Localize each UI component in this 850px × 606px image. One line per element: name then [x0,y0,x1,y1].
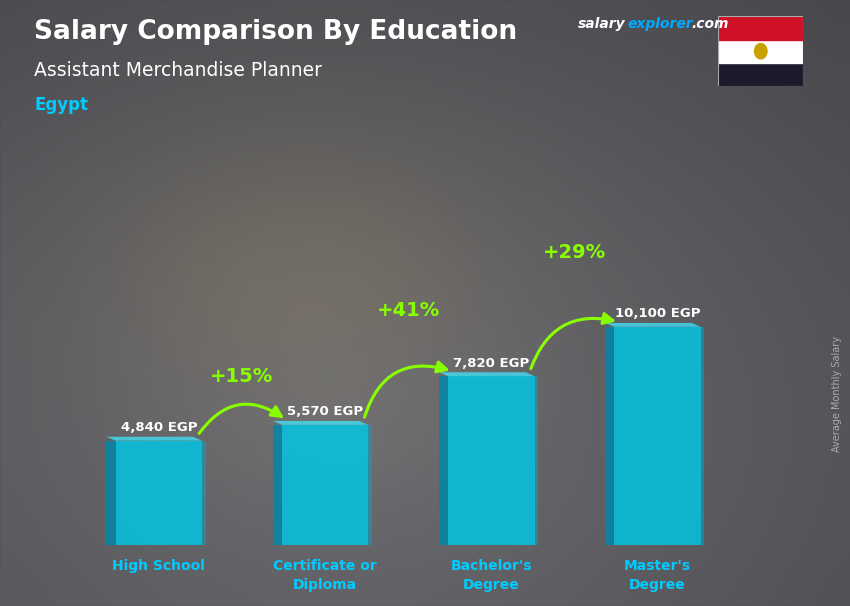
Text: Salary Comparison By Education: Salary Comparison By Education [34,19,517,45]
Text: 10,100 EGP: 10,100 EGP [615,307,700,321]
Polygon shape [273,421,368,425]
Polygon shape [439,372,535,376]
Bar [116,441,202,545]
Bar [718,16,803,39]
Bar [273,425,282,545]
Bar [700,327,705,545]
Circle shape [755,44,767,59]
Text: explorer: explorer [627,17,693,31]
Text: .com: .com [691,17,728,31]
Bar [615,327,700,545]
Text: 5,570 EGP: 5,570 EGP [287,405,363,418]
Bar [282,425,368,545]
Text: salary: salary [578,17,626,31]
Bar [368,425,372,545]
Bar [718,63,803,86]
Bar [718,39,803,63]
Bar [106,441,116,545]
Text: Egypt: Egypt [34,96,88,114]
Polygon shape [605,323,700,327]
Text: Assistant Merchandise Planner: Assistant Merchandise Planner [34,61,322,79]
Text: Average Monthly Salary: Average Monthly Salary [832,336,842,452]
Bar [439,376,448,545]
Text: +29%: +29% [543,243,606,262]
Bar [535,376,538,545]
Bar [448,376,535,545]
Text: 7,820 EGP: 7,820 EGP [453,357,530,370]
Text: 4,840 EGP: 4,840 EGP [121,421,197,434]
Bar [605,327,615,545]
Polygon shape [106,437,202,441]
Text: +15%: +15% [210,367,274,386]
Bar [202,441,206,545]
Text: +41%: +41% [377,301,439,320]
